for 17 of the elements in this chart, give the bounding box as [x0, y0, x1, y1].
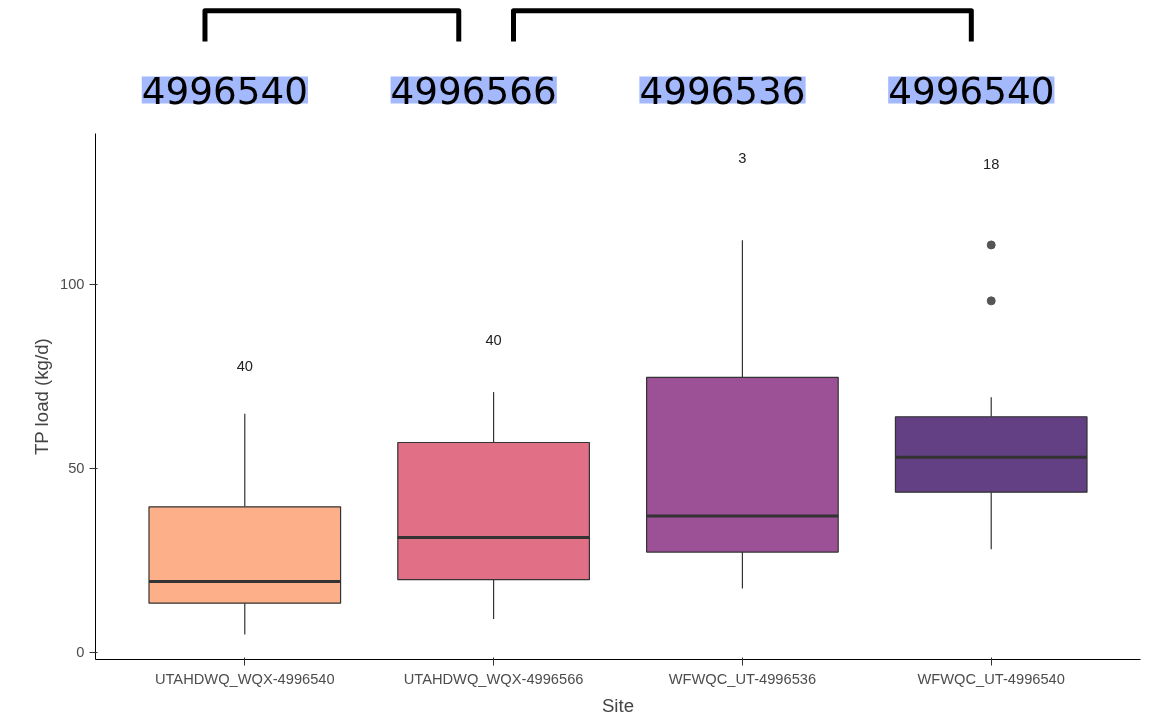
text: 4996536 [639, 68, 806, 113]
annotation: 40 [236, 358, 253, 375]
x-tick-label: UTAHDWQ_WQX-4996566 [403, 670, 584, 687]
annotation: 3 [738, 149, 747, 166]
x-tick-label: WFWQC_UT-4996536 [668, 670, 817, 687]
x-tick-label: WFWQC_UT-4996540 [917, 670, 1065, 687]
text: 4996540 [141, 68, 309, 113]
text: 4996566 [390, 68, 557, 113]
x-axis-title: Site [601, 694, 635, 716]
x-tick-label: UTAHDWQ_WQX-4996540 [154, 670, 335, 687]
y-tick-label: 50 [68, 460, 85, 477]
annotation: 18 [983, 155, 1000, 172]
y-tick-label: 0 [76, 644, 85, 661]
annotation: 40 [485, 332, 502, 349]
text: 4996540 [888, 68, 1055, 113]
y-tick-label: 100 [60, 276, 85, 293]
y-axis-title: TP load (kg/d) [31, 338, 53, 456]
